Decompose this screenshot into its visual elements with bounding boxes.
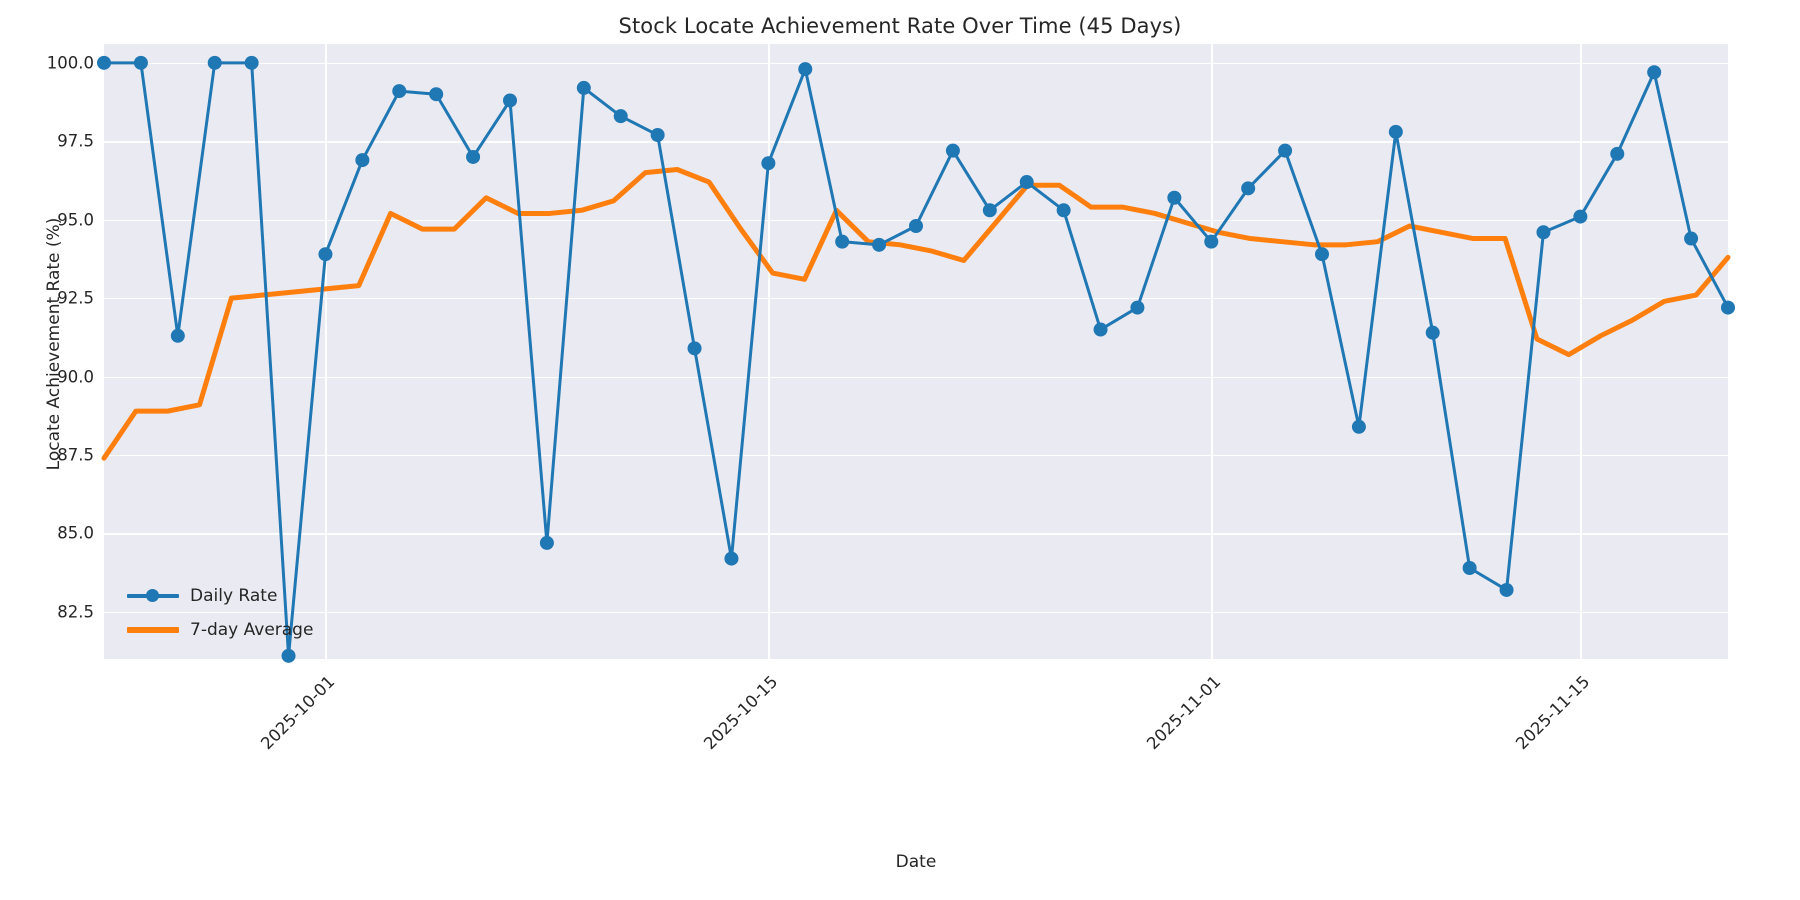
gridline-horizontal	[104, 141, 1728, 143]
data-point-marker	[872, 237, 887, 252]
data-point-marker	[835, 234, 850, 249]
daily-rate-markers	[97, 55, 1735, 663]
data-point-marker	[281, 648, 296, 663]
data-point-marker	[1351, 419, 1366, 434]
data-point-marker	[355, 153, 370, 168]
legend-item-seven-day-average[interactable]: 7-day Average	[127, 619, 313, 641]
gridline-horizontal	[104, 62, 1728, 65]
data-point-marker	[1721, 300, 1735, 315]
data-point-marker	[207, 55, 222, 70]
data-point-marker	[392, 84, 407, 99]
gridline-horizontal	[104, 455, 1728, 457]
gridline-horizontal	[104, 533, 1728, 535]
data-point-marker	[1462, 561, 1477, 576]
data-point-marker	[1241, 181, 1256, 196]
y-tick-label: 92.5	[57, 288, 94, 308]
chart-legend: Daily Rate 7-day Average	[119, 579, 323, 649]
data-point-marker	[1684, 231, 1699, 246]
data-point-marker	[97, 55, 111, 70]
gridline-vertical	[768, 44, 770, 659]
legend-item-daily-rate[interactable]: Daily Rate	[127, 585, 313, 607]
data-point-marker	[244, 55, 259, 70]
data-point-marker	[1388, 124, 1403, 139]
data-point-marker	[576, 80, 591, 95]
data-point-marker	[503, 93, 517, 108]
x-tick-label: 2025-11-01	[1143, 672, 1225, 754]
daily-rate-line	[102, 61, 1730, 658]
data-point-marker	[1167, 190, 1182, 205]
gridline-horizontal	[104, 376, 1728, 378]
data-point-marker	[466, 149, 481, 164]
data-point-marker	[1610, 146, 1625, 161]
data-point-marker	[1573, 209, 1588, 224]
data-layer	[97, 55, 1735, 663]
data-point-marker	[1130, 300, 1145, 315]
y-tick-label: 85.0	[57, 523, 94, 543]
data-point-marker	[318, 247, 333, 262]
data-point-marker	[1536, 225, 1551, 240]
x-tick-label: 2025-10-01	[257, 672, 339, 754]
data-point-marker	[687, 341, 702, 356]
data-point-marker	[429, 87, 444, 102]
data-point-marker	[1056, 203, 1071, 218]
gridline-vertical	[325, 44, 327, 659]
data-point-marker	[1093, 322, 1108, 337]
y-axis-tick-labels: 100.0 97.5 95.0 92.5 90.0 87.5 85.0 82.5	[0, 0, 94, 900]
data-point-marker	[1499, 582, 1514, 597]
data-point-marker	[724, 551, 739, 566]
y-tick-label: 87.5	[57, 445, 94, 465]
data-point-marker	[1315, 247, 1329, 262]
x-axis-tick-labels: 2025-10-01 2025-10-15 2025-11-01 2025-11-15…	[0, 672, 1800, 832]
x-axis-label: Date	[895, 852, 937, 872]
seven-day-average-line	[101, 167, 1731, 461]
legend-swatch-daily-rate	[127, 585, 179, 607]
y-tick-label: 95.0	[57, 210, 94, 230]
data-point-marker	[539, 535, 554, 550]
data-point-marker	[1425, 325, 1440, 340]
data-point-marker	[613, 109, 628, 124]
y-tick-label: 82.5	[57, 602, 94, 622]
y-tick-label: 100.0	[46, 53, 94, 73]
data-point-marker	[1019, 175, 1034, 190]
gridline-vertical	[1580, 44, 1582, 659]
plot-area: Daily Rate 7-day Average	[97, 44, 1735, 663]
legend-label-seven-day-average: 7-day Average	[190, 620, 314, 640]
gridline-horizontal	[104, 611, 1728, 614]
data-point-marker	[982, 203, 997, 218]
data-point-marker	[798, 62, 813, 77]
x-tick-label: 2025-10-15	[700, 672, 782, 754]
gridline-horizontal	[104, 298, 1728, 300]
data-point-marker	[170, 328, 185, 343]
data-point-marker	[909, 218, 923, 233]
data-point-marker	[1278, 143, 1293, 158]
legend-label-daily-rate: Daily Rate	[190, 586, 278, 606]
legend-swatch-seven-day-average	[127, 619, 179, 641]
data-point-marker	[1204, 234, 1219, 249]
data-point-marker	[133, 55, 148, 70]
data-point-marker	[761, 156, 776, 171]
gridline-vertical	[1211, 44, 1213, 659]
data-point-marker	[945, 143, 960, 158]
y-tick-label: 97.5	[57, 131, 94, 151]
data-point-marker	[650, 127, 665, 142]
chart-title: Stock Locate Achievement Rate Over Time …	[618, 14, 1182, 38]
data-point-marker	[1647, 65, 1662, 80]
x-tick-label: 2025-11-15	[1512, 672, 1594, 754]
y-tick-label: 90.0	[57, 367, 94, 387]
